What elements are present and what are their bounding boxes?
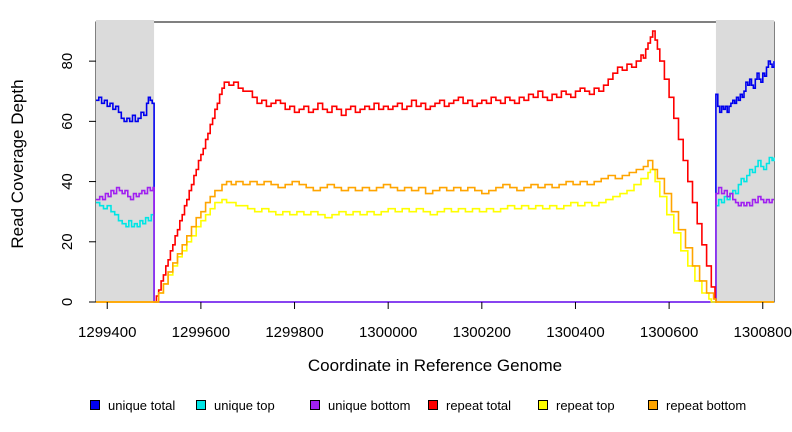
legend-item-repeat-top: repeat top	[538, 397, 615, 413]
y-tick-label: 40	[59, 173, 76, 190]
x-tick-label: 1299600	[172, 324, 230, 341]
y-axis-title: Read Coverage Depth	[8, 79, 27, 249]
legend-swatch-icon	[310, 400, 320, 410]
x-axis-title: Coordinate in Reference Genome	[307, 356, 563, 375]
legend-item-unique-top: unique top	[196, 397, 275, 413]
legend-swatch-icon	[90, 400, 100, 410]
y-tick-label: 80	[59, 53, 76, 70]
legend-label: repeat total	[446, 397, 512, 413]
legend-swatch-icon	[538, 400, 548, 410]
shaded-region-0	[96, 20, 155, 302]
series-repeat-total	[96, 30, 774, 303]
legend-swatch-icon	[648, 400, 658, 410]
x-tick-label: 1300000	[359, 324, 417, 341]
legend-item-repeat-total: repeat total	[428, 397, 511, 413]
y-tick-label: 60	[59, 113, 76, 130]
legend-label: repeat bottom	[666, 397, 747, 413]
legend-item-unique-total: unique total	[90, 397, 175, 413]
legend-label: unique bottom	[328, 397, 411, 413]
y-tick-label: 20	[59, 233, 76, 250]
series-repeat-top	[96, 168, 774, 303]
x-tick-label: 1300400	[546, 324, 604, 341]
legend: unique total unique top unique bottom repea…	[0, 397, 792, 417]
y-tick-label: 0	[59, 298, 76, 306]
x-tick-label: 1300600	[640, 324, 698, 341]
legend-label: unique top	[214, 397, 275, 413]
x-tick-label: 1299400	[78, 324, 136, 341]
series-repeat-bottom	[96, 159, 774, 303]
legend-label: unique total	[108, 397, 176, 413]
x-tick-label: 1300800	[734, 324, 792, 341]
series-unique-top	[96, 156, 775, 303]
legend-label: repeat top	[556, 397, 615, 413]
legend-item-unique-bottom: unique bottom	[310, 397, 410, 413]
series-unique-bottom	[96, 186, 774, 303]
shaded-region-1	[715, 20, 774, 302]
legend-item-repeat-bottom: repeat bottom	[648, 397, 746, 413]
x-tick-label: 1299800	[265, 324, 323, 341]
series-unique-total	[96, 60, 775, 303]
legend-swatch-icon	[428, 400, 438, 410]
x-tick-label: 1300200	[453, 324, 511, 341]
legend-swatch-icon	[196, 400, 206, 410]
